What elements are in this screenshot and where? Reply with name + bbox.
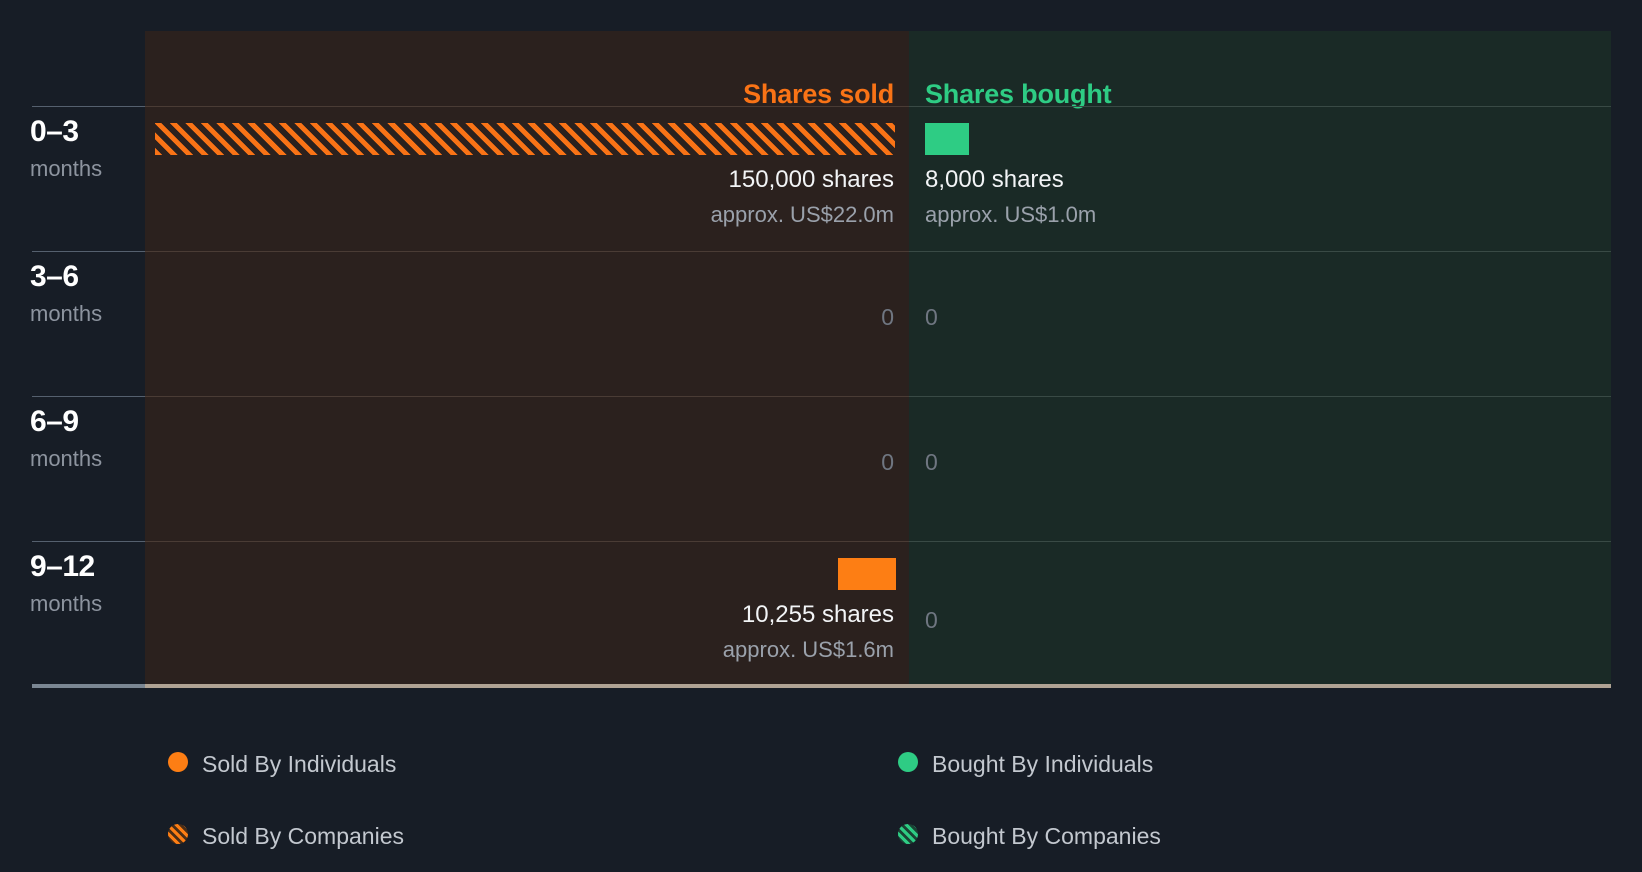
- bought-shares-value: 0: [925, 304, 938, 330]
- value-bought-3-6-months: 0: [925, 304, 1210, 330]
- column-header-shares-bought: Shares bought: [925, 79, 1112, 109]
- sold-shares-value: 0: [881, 304, 894, 330]
- bought-shares-value: 0: [925, 607, 938, 633]
- bar-sold-0-3-months[interactable]: [155, 123, 895, 155]
- row-separator-bought: [909, 251, 1611, 252]
- bought-shares-value: 8,000 shares: [925, 166, 1064, 193]
- bought-approx-value: approx. US$1.0m: [925, 201, 1097, 227]
- chart-header: Shares sold Shares bought: [0, 31, 1642, 109]
- axis-line-left: [32, 684, 145, 688]
- row-period: 6–9: [30, 405, 79, 438]
- legend-swatch-solid-orange-dot-icon: [168, 752, 188, 772]
- row-separator-sold: [145, 541, 909, 542]
- value-sold-9-12-months: 10,255 shares approx. US$1.6m: [609, 601, 894, 662]
- value-sold-3-6-months: 0: [609, 304, 894, 330]
- row-separator-bought: [909, 106, 1611, 107]
- axis-line-main: [145, 684, 1611, 688]
- row-unit: months: [30, 301, 103, 326]
- row-separator-left: [32, 541, 145, 542]
- sold-approx-value: approx. US$1.6m: [722, 636, 894, 662]
- bar-sold-9-12-months[interactable]: [838, 558, 896, 590]
- chart-row-3-6-months: 3–6 months 0 0: [0, 251, 1642, 396]
- sold-shares-value: 10,255 shares: [741, 601, 894, 628]
- row-separator-bought: [909, 541, 1611, 542]
- row-label-6-9-months: 6–9 months: [30, 405, 145, 471]
- sold-shares-value: 0: [881, 449, 894, 475]
- column-header-shares-sold: Shares sold: [743, 79, 894, 109]
- value-sold-0-3-months: 150,000 shares approx. US$22.0m: [609, 166, 894, 227]
- value-bought-9-12-months: 0: [925, 607, 1210, 633]
- bought-shares-value: 0: [925, 449, 938, 475]
- legend-swatch-hatched-orange-dot-icon: [168, 824, 188, 844]
- legend-swatch-solid-green-dot-icon: [898, 752, 918, 772]
- chart-row-9-12-months: 9–12 months 10,255 shares approx. US$1.6…: [0, 541, 1642, 686]
- row-period: 9–12: [30, 550, 95, 583]
- legend-label: Bought By Individuals: [932, 751, 1154, 777]
- row-unit: months: [30, 156, 103, 181]
- row-label-9-12-months: 9–12 months: [30, 550, 145, 616]
- row-period: 3–6: [30, 260, 79, 293]
- bar-bought-0-3-months[interactable]: [925, 123, 969, 155]
- row-separator-left: [32, 251, 145, 252]
- sold-shares-value: 150,000 shares: [728, 166, 894, 193]
- sold-approx-value: approx. US$22.0m: [710, 201, 894, 227]
- chart-row-0-3-months: 0–3 months 150,000 shares approx. US$22.…: [0, 106, 1642, 251]
- value-sold-6-9-months: 0: [609, 449, 894, 475]
- row-label-0-3-months: 0–3 months: [30, 115, 145, 181]
- legend-swatch-hatched-green-dot-icon: [898, 824, 918, 844]
- row-separator-sold: [145, 106, 909, 107]
- row-label-3-6-months: 3–6 months: [30, 260, 145, 326]
- row-unit: months: [30, 591, 103, 616]
- row-unit: months: [30, 446, 103, 471]
- chart-legend: Sold By Individuals Sold By Companies Bo…: [0, 714, 1642, 872]
- legend-label: Sold By Companies: [202, 823, 404, 849]
- legend-label: Sold By Individuals: [202, 751, 397, 777]
- legend-label: Bought By Companies: [932, 823, 1161, 849]
- row-separator-left: [32, 106, 145, 107]
- row-period: 0–3: [30, 115, 79, 148]
- row-separator-left: [32, 396, 145, 397]
- value-bought-0-3-months: 8,000 shares approx. US$1.0m: [925, 166, 1345, 227]
- chart-row-6-9-months: 6–9 months 0 0: [0, 396, 1642, 541]
- row-separator-sold: [145, 396, 909, 397]
- row-separator-bought: [909, 396, 1611, 397]
- shares-bought-column-panel: [909, 31, 1611, 686]
- value-bought-6-9-months: 0: [925, 449, 1210, 475]
- row-separator-sold: [145, 251, 909, 252]
